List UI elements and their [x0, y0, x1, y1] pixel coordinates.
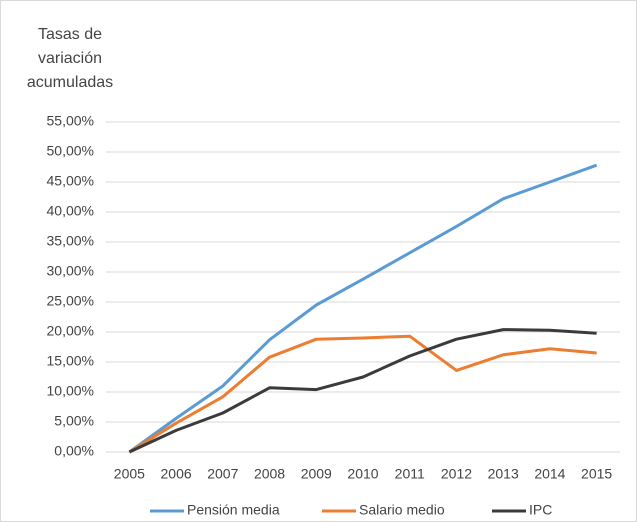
y-tick-label: 45,00%: [47, 173, 94, 189]
chart-title: acumuladas: [27, 74, 113, 91]
y-tick-label: 10,00%: [47, 383, 94, 399]
x-tick-label: 2012: [441, 466, 472, 482]
y-tick-label: 5,00%: [54, 413, 94, 429]
y-tick-label: 15,00%: [47, 353, 94, 369]
chart-title: Tasas de: [38, 26, 102, 43]
x-tick-label: 2015: [581, 466, 612, 482]
y-tick-label: 0,00%: [54, 443, 94, 459]
y-tick-label: 30,00%: [47, 263, 94, 279]
y-tick-label: 20,00%: [47, 323, 94, 339]
x-tick-label: 2008: [254, 466, 285, 482]
y-tick-label: 55,00%: [47, 113, 94, 129]
chart-title: variación: [38, 50, 102, 67]
series-line: [128, 334, 597, 454]
x-tick-label: 2010: [347, 466, 378, 482]
y-tick-label: 25,00%: [47, 293, 94, 309]
x-tick-label: 2009: [301, 466, 332, 482]
x-tick-label: 2007: [207, 466, 238, 482]
x-tick-label: 2014: [534, 466, 565, 482]
series-line: [128, 328, 597, 454]
x-tick-label: 2013: [488, 466, 519, 482]
y-tick-label: 50,00%: [47, 143, 94, 159]
x-tick-label: 2005: [114, 466, 145, 482]
legend-label: IPC: [529, 502, 552, 518]
y-tick-label: 35,00%: [47, 233, 94, 249]
x-tick-label: 2006: [161, 466, 192, 482]
legend-label: Pensión media: [187, 502, 280, 518]
y-tick-label: 40,00%: [47, 203, 94, 219]
legend-label: Salario medio: [359, 502, 445, 518]
series-line: [128, 163, 598, 454]
x-tick-label: 2011: [395, 466, 425, 482]
